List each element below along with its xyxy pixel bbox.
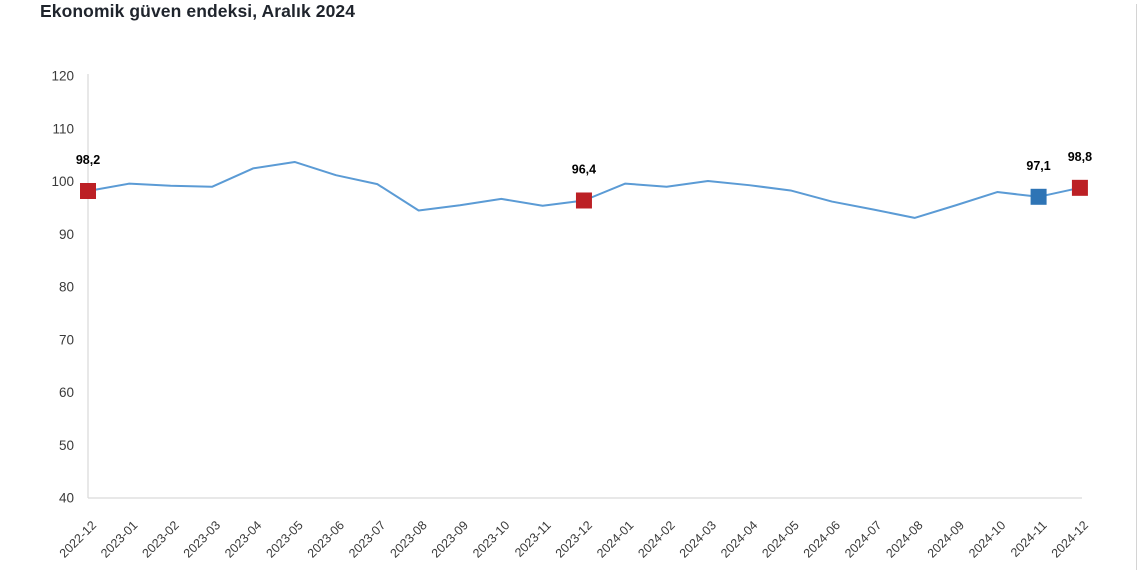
x-axis-tick-label: 2023-07 <box>346 518 388 560</box>
x-axis-tick-label: 2023-02 <box>139 518 181 560</box>
x-axis-tick-label: 2023-05 <box>263 518 305 560</box>
x-axis-tick-label: 2023-10 <box>470 518 512 560</box>
marker-value-label: 97,1 <box>1026 159 1050 173</box>
x-axis-tick-label: 2024-06 <box>801 518 843 560</box>
x-axis-tick-label: 2023-08 <box>387 518 429 560</box>
y-axis-tick-label: 90 <box>59 227 74 242</box>
x-axis-tick-label: 2024-10 <box>966 518 1008 560</box>
y-axis-tick-label: 40 <box>59 491 74 506</box>
y-axis-tick-label: 60 <box>59 385 74 400</box>
x-axis-tick-label: 2024-07 <box>842 518 884 560</box>
x-axis-tick-label: 2023-03 <box>181 518 223 560</box>
y-axis-tick-label: 70 <box>59 332 74 347</box>
y-axis-tick-label: 110 <box>52 121 74 136</box>
y-axis-tick-label: 120 <box>51 69 74 84</box>
y-axis-tick-label: 80 <box>59 280 74 295</box>
highlight-marker <box>80 182 96 199</box>
highlight-marker <box>575 192 592 209</box>
x-axis-tick-label: 2023-12 <box>553 518 595 560</box>
marker-value-label: 98,8 <box>1068 150 1092 164</box>
highlight-marker <box>1071 179 1088 196</box>
x-axis-tick-label: 2024-04 <box>718 518 760 560</box>
x-axis-tick-label: 2024-08 <box>883 518 925 560</box>
x-axis-tick-label: 2024-01 <box>594 518 636 560</box>
x-axis-tick-label: 2024-05 <box>759 518 801 560</box>
y-axis-tick-label: 100 <box>51 174 74 189</box>
x-axis-tick-label: 2023-06 <box>305 518 347 560</box>
highlight-marker <box>1030 188 1047 205</box>
y-axis-tick-label: 50 <box>59 438 74 453</box>
x-axis-tick-label: 2023-09 <box>429 518 471 560</box>
x-axis-tick-label: 2024-03 <box>677 518 719 560</box>
x-axis-tick-label: 2024-09 <box>925 518 967 560</box>
x-axis-tick-label: 2024-11 <box>1008 518 1050 560</box>
marker-value-label: 98,2 <box>76 153 100 167</box>
marker-value-label: 96,4 <box>572 162 596 176</box>
chart-title: Ekonomik güven endeksi, Aralık 2024 <box>40 1 356 21</box>
x-axis-tick-label: 2023-04 <box>222 518 264 560</box>
x-axis-tick-label: 2024-12 <box>1049 518 1091 560</box>
page-right-border-line <box>1136 4 1137 570</box>
x-axis-tick-label: 2024-02 <box>635 518 677 560</box>
x-axis-tick-label: 2022-12 <box>57 518 99 560</box>
x-axis-tick-label: 2023-01 <box>98 518 140 560</box>
x-axis-tick-label: 2023-11 <box>512 518 554 560</box>
